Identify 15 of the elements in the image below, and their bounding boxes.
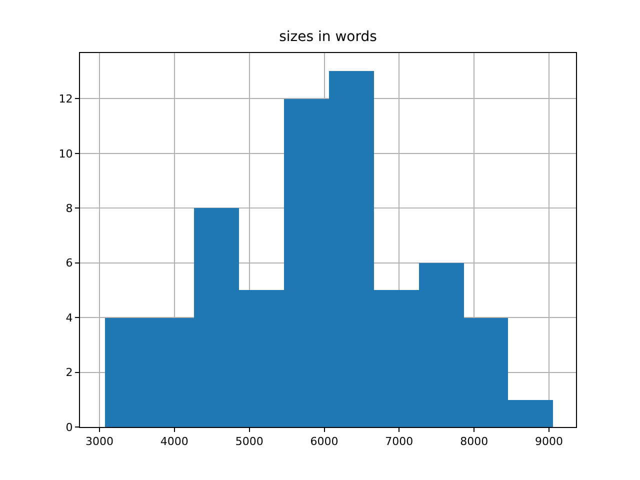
x-tick-label: 9000 [535, 435, 564, 448]
y-tick-label: 6 [66, 256, 73, 270]
y-tick-label: 10 [58, 147, 73, 160]
y-tick-label: 8 [66, 202, 73, 215]
x-tick-label: 3000 [85, 435, 114, 448]
x-tick-label: 7000 [385, 435, 414, 448]
x-tick-label: 6000 [310, 435, 338, 448]
y-tick-label: 2 [66, 366, 73, 380]
x-tick-label: 8000 [460, 435, 488, 448]
y-tick-label: 0 [66, 420, 73, 434]
chart-title: sizes in words [279, 28, 377, 45]
y-tick-label: 4 [66, 311, 73, 324]
x-tick-label: 4000 [160, 435, 188, 448]
x-tick-label: 5000 [235, 435, 264, 448]
y-tick-label: 12 [58, 92, 73, 106]
